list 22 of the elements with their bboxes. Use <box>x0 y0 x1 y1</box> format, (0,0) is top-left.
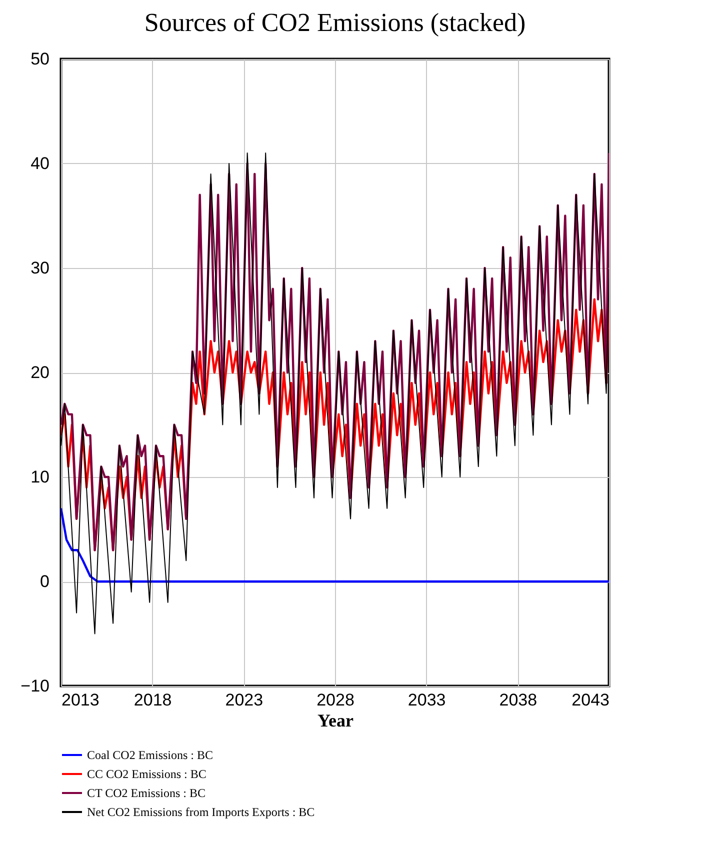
x-tick-label: 2013 <box>62 690 100 710</box>
line-series <box>61 152 609 552</box>
y-tick-label: 50 <box>30 50 50 68</box>
x-tick-label: 2043 <box>572 690 610 710</box>
y-tick-label: −10 <box>20 676 50 696</box>
legend-label: CT CO2 Emissions : BC <box>87 786 206 800</box>
y-tick-label: 10 <box>30 468 50 486</box>
y-tick-label: 30 <box>30 258 50 278</box>
y-tick-label: 40 <box>30 154 50 173</box>
x-tick-label: 2038 <box>499 690 538 710</box>
x-tick-label: 2033 <box>408 690 446 710</box>
x-axis-title: Year <box>318 710 354 730</box>
legend-label: Net CO2 Emissions from Imports Exports : BC <box>87 805 315 819</box>
x-tick-label: 2018 <box>134 690 172 710</box>
line-series <box>61 507 609 583</box>
y-tick-label: 20 <box>30 363 50 382</box>
y-tick-label: 0 <box>40 572 50 591</box>
chart-title: Sources of CO2 Emissions (stacked) <box>144 8 526 37</box>
x-tick-label: 2028 <box>316 690 354 710</box>
x-tick-label: 2023 <box>225 690 264 710</box>
legend-label: Coal CO2 Emissions : BC <box>87 748 214 762</box>
legend-label: CC CO2 Emissions : BC <box>87 767 206 781</box>
